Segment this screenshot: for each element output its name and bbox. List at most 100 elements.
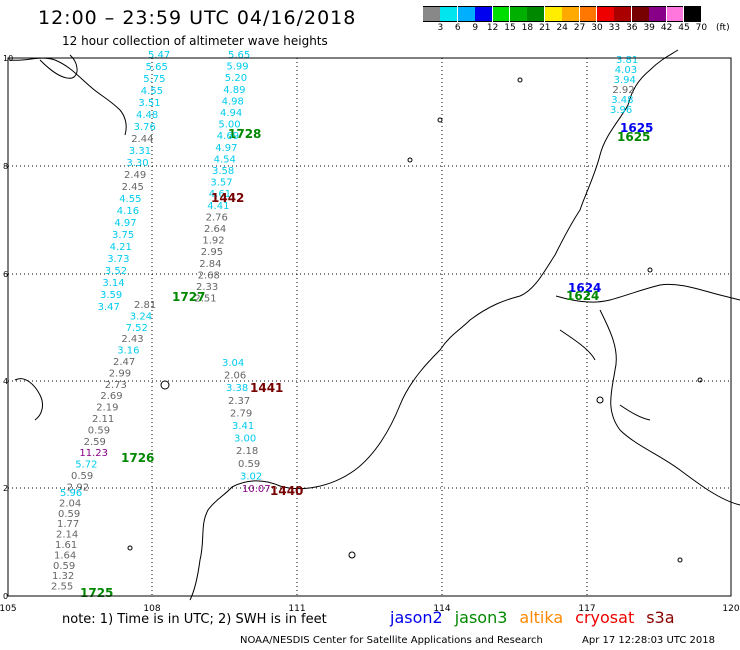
wave-height-value: 4.03 (615, 65, 637, 76)
legend-label: 42 (660, 23, 673, 33)
x-axis-label: 117 (578, 604, 595, 614)
wave-height-value: 3.75 (112, 230, 134, 241)
y-axis-label: 4 (3, 377, 8, 386)
wave-height-value: 1.32 (52, 571, 74, 582)
wave-height-value: 0.59 (53, 561, 75, 572)
legend-label: 27 (573, 23, 586, 33)
wave-height-value: 4.97 (215, 143, 237, 154)
wave-height-value: 0.59 (88, 425, 110, 436)
x-axis-label: 120 (722, 604, 739, 614)
x-axis-label: 114 (433, 604, 450, 614)
legend-swatch (423, 6, 440, 22)
legend-label: 15 (504, 23, 516, 33)
wave-height-value: 2.14 (56, 530, 78, 541)
legend-label: 70 (695, 23, 708, 33)
satellite-name: cryosat (575, 608, 635, 627)
wave-height-value: 3.51 (138, 98, 160, 109)
track-pass-label: 1725 (80, 586, 113, 600)
y-axis-label: 6 (3, 270, 8, 279)
wave-height-value: 2.92 (67, 482, 89, 493)
wave-height-value: 3.24 (130, 311, 152, 322)
wave-height-value: 4.55 (119, 194, 141, 205)
legend-label: 21 (539, 23, 551, 33)
satellite-name: jason2 (390, 608, 443, 627)
track-pass-label: 1624 (568, 281, 601, 295)
wave-height-value: 3.16 (117, 346, 139, 357)
legend-swatch (666, 6, 684, 22)
legend-swatch (579, 6, 597, 22)
wave-height-value: 3.04 (222, 358, 244, 369)
color-legend: 3 6 9 12 15 18 21 24 27 30 33 36 39 42 45 70 (ft) (423, 6, 730, 34)
track-pass-label: 1625 (620, 121, 653, 135)
wave-height-value: 2.99 (109, 368, 131, 379)
wave-height-value: 2.64 (204, 224, 226, 235)
satellite-legend: jason2 jason3 altika cryosat s3a (390, 608, 687, 627)
y-axis-label: 0 (3, 592, 8, 601)
wave-height-value: 3.96 (610, 105, 632, 116)
legend-label: 45 (678, 23, 690, 33)
wave-height-value: 3.57 (210, 178, 232, 189)
legend-label: 39 (643, 23, 655, 33)
wave-height-value: 10.07 (242, 484, 271, 495)
wave-height-value: 4.97 (114, 218, 136, 229)
legend-label: 24 (556, 23, 568, 33)
satellite-name: altika (519, 608, 564, 627)
wave-height-value: 3.81 (616, 55, 638, 66)
wave-height-value: 2.19 (96, 403, 118, 414)
legend-swatch (510, 6, 527, 22)
credit-text: NOAA/NESDIS Center for Satellite Applica… (240, 635, 543, 646)
wave-height-value: 7.52 (126, 323, 148, 334)
wave-height-value: 3.38 (226, 383, 248, 394)
wave-height-value: 2.81 (134, 300, 156, 311)
wave-height-value: 2.43 (121, 334, 143, 345)
wave-height-value: 2.95 (201, 247, 223, 258)
x-axis-label: 105 (0, 604, 17, 614)
wave-height-value: 2.84 (199, 259, 221, 270)
wave-height-value: 3.30 (126, 158, 148, 169)
wave-height-value: 3.48 (611, 95, 633, 106)
wave-height-value: 2.79 (230, 408, 252, 419)
wave-height-value: 3.00 (234, 434, 256, 445)
wave-height-value: 0.59 (71, 471, 93, 482)
wave-height-value: 2.68 (198, 270, 220, 281)
x-axis-label: 108 (143, 604, 160, 614)
wave-height-value: 0.59 (58, 509, 80, 520)
legend-swatch (492, 6, 510, 22)
timestamp-text: Apr 17 12:28:03 UTC 2018 (582, 635, 715, 646)
wave-height-value: 2.44 (131, 134, 153, 145)
legend-label: 36 (626, 23, 638, 33)
wave-height-value: 2.51 (194, 294, 216, 305)
track-pass-label: 1624 (566, 289, 599, 303)
wave-height-value: 2.33 (196, 282, 218, 293)
track-pass-label: 1726 (121, 451, 154, 465)
wave-height-value: 0.59 (238, 459, 260, 470)
legend-label: (ft) (716, 23, 730, 33)
wave-height-value: 2.06 (224, 371, 246, 382)
wave-height-value: 4.89 (223, 85, 245, 96)
wave-height-value: 5.65 (228, 50, 250, 61)
track-pass-label: 1440 (270, 484, 303, 498)
wave-height-value: 3.58 (212, 166, 234, 177)
wave-height-value: 1.61 (55, 540, 77, 551)
wave-height-value: 1.64 (54, 550, 76, 561)
wave-height-value: 2.45 (122, 182, 144, 193)
legend-swatch (475, 6, 493, 22)
legend-swatch (631, 6, 649, 22)
wave-height-value: 5.75 (143, 74, 165, 85)
wave-height-value: 5.96 (60, 488, 82, 499)
track-pass-label: 1441 (250, 381, 283, 395)
legend-label: 33 (608, 23, 621, 33)
legend-swatch (544, 6, 562, 22)
wave-height-value: 4.55 (141, 86, 163, 97)
wave-height-value: 2.59 (84, 437, 106, 448)
wave-height-value: 4.16 (117, 206, 139, 217)
legend-label: 18 (521, 23, 534, 33)
legend-swatch (457, 6, 475, 22)
wave-height-value: 2.18 (236, 446, 258, 457)
wave-height-value: 2.37 (228, 396, 250, 407)
y-axis-label: 8 (3, 162, 8, 171)
legend-swatch (614, 6, 632, 22)
map-frame (7, 57, 732, 597)
legend-label: 12 (486, 23, 499, 33)
